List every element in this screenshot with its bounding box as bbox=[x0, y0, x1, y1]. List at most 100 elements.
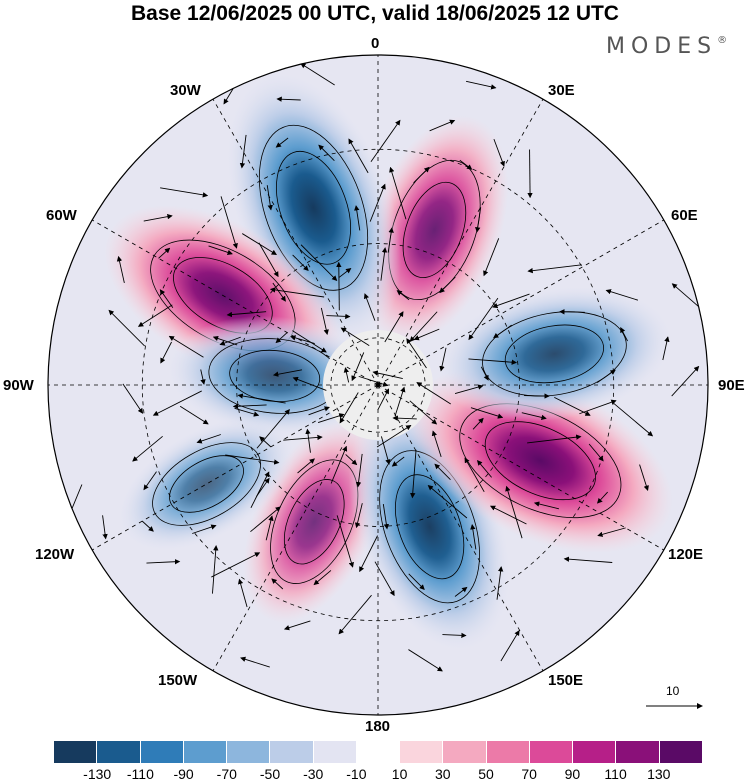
wind-arrow bbox=[292, 376, 327, 391]
wind-arrow bbox=[384, 311, 404, 343]
wind-arrow bbox=[489, 505, 527, 525]
colorbar-swatch bbox=[529, 741, 574, 763]
wind-arrow bbox=[338, 267, 352, 278]
colorbar-swatch bbox=[270, 741, 314, 763]
anomaly-contour bbox=[270, 459, 359, 584]
wind-arrow bbox=[370, 119, 401, 163]
colorbar-swatch bbox=[97, 741, 141, 763]
wind-arrow bbox=[226, 311, 267, 318]
streamline-layer bbox=[65, 63, 700, 672]
wind-arrow bbox=[271, 578, 284, 590]
wind-arrow bbox=[343, 367, 350, 383]
wind-arrow bbox=[338, 594, 372, 635]
wind-arrow bbox=[639, 464, 649, 492]
anomaly-contour bbox=[482, 311, 627, 397]
wind-arrow bbox=[336, 261, 342, 311]
wind-arrow bbox=[340, 327, 370, 347]
colorbar-swatch bbox=[659, 741, 702, 763]
wind-arrow bbox=[317, 413, 345, 423]
wind-arrow bbox=[527, 149, 533, 199]
wind-arrow bbox=[363, 293, 376, 321]
anomaly-contour bbox=[484, 421, 596, 501]
wind-arrow bbox=[476, 459, 492, 478]
wind-arrow bbox=[408, 649, 443, 672]
wind-arrow bbox=[354, 503, 363, 529]
wind-arrow bbox=[434, 463, 451, 480]
wind-arrow bbox=[272, 369, 303, 377]
wind-arrow bbox=[468, 358, 518, 365]
wind-arrow bbox=[413, 166, 430, 184]
anomaly-layer bbox=[104, 72, 673, 652]
wind-arrow bbox=[239, 134, 247, 169]
wind-arrow bbox=[596, 369, 616, 383]
wind-arrow bbox=[345, 454, 358, 466]
wind-arrow bbox=[369, 183, 386, 222]
colorbar-swatch bbox=[356, 741, 401, 763]
wind-arrow bbox=[220, 196, 238, 249]
wind-arrow bbox=[354, 205, 361, 231]
wind-arrow bbox=[160, 341, 172, 364]
latitude-circle bbox=[236, 243, 520, 527]
wind-arrow bbox=[464, 457, 485, 493]
wind-arrow bbox=[348, 138, 369, 174]
map-title: Base 12/06/2025 00 UTC, valid 18/06/2025… bbox=[131, 2, 619, 25]
wind-arrow bbox=[613, 403, 654, 437]
lon-label-180: 180 bbox=[365, 718, 391, 735]
north-pole-marker bbox=[375, 382, 381, 388]
wind-arrow bbox=[116, 255, 125, 284]
wind-arrow bbox=[208, 245, 233, 255]
wind-arrow bbox=[276, 96, 301, 102]
wind-arrow bbox=[339, 392, 359, 424]
wind-arrow bbox=[179, 405, 209, 425]
wind-arrow bbox=[468, 297, 499, 341]
wind-arrow bbox=[258, 242, 279, 278]
wind-arrow bbox=[597, 527, 626, 537]
wind-arrow bbox=[297, 458, 315, 474]
wind-arrow bbox=[272, 282, 286, 302]
wind-arrow bbox=[102, 515, 108, 540]
wind-arrow bbox=[200, 369, 206, 385]
wind-arrow bbox=[158, 247, 171, 259]
wind-arrow bbox=[459, 159, 473, 170]
wind-arrow bbox=[219, 336, 241, 346]
wind-arrow bbox=[394, 386, 406, 417]
wind-arrow bbox=[292, 254, 309, 271]
wind-arrow bbox=[283, 620, 311, 631]
anomaly-contour bbox=[258, 124, 369, 291]
reference-vector-label: 10 bbox=[666, 684, 680, 698]
colorbar-tick-label: 130 bbox=[647, 766, 671, 782]
latitude-circle bbox=[141, 148, 615, 622]
wind-arrow bbox=[313, 570, 332, 586]
colorbar-swatch bbox=[140, 741, 184, 763]
colorbar-swatch bbox=[616, 741, 660, 763]
anomaly-contour bbox=[402, 181, 467, 279]
wind-arrow bbox=[413, 328, 440, 341]
wind-arrow bbox=[374, 561, 395, 597]
wind-arrow bbox=[300, 63, 335, 86]
wind-arrow bbox=[431, 430, 442, 457]
lon-label-60w: 60W bbox=[46, 207, 77, 224]
wind-arrow bbox=[256, 477, 270, 497]
modes-brand-logo: MODES® bbox=[606, 34, 727, 59]
meridian-line bbox=[212, 99, 379, 386]
colorbar-tick-label: -30 bbox=[303, 766, 324, 782]
colorbar-tick-label: -90 bbox=[173, 766, 194, 782]
wind-arrow bbox=[382, 504, 390, 530]
wind-arrow bbox=[472, 417, 484, 430]
colorbar-swatch bbox=[573, 741, 617, 763]
wind-arrow bbox=[269, 287, 325, 298]
wind-arrow bbox=[143, 213, 173, 222]
wind-arrow bbox=[559, 309, 585, 315]
wind-arrow bbox=[122, 383, 144, 414]
wind-arrow bbox=[429, 119, 456, 132]
wind-arrow bbox=[143, 471, 157, 491]
wind-arrow bbox=[563, 556, 613, 563]
wind-arrow bbox=[470, 524, 477, 550]
wind-arrow bbox=[250, 506, 281, 533]
wind-arrow bbox=[308, 406, 330, 416]
wind-arrow bbox=[588, 443, 604, 462]
wind-arrow bbox=[240, 656, 270, 668]
wind-arrow bbox=[671, 365, 700, 397]
wind-arrow bbox=[359, 535, 378, 573]
wind-arrow bbox=[212, 545, 219, 594]
